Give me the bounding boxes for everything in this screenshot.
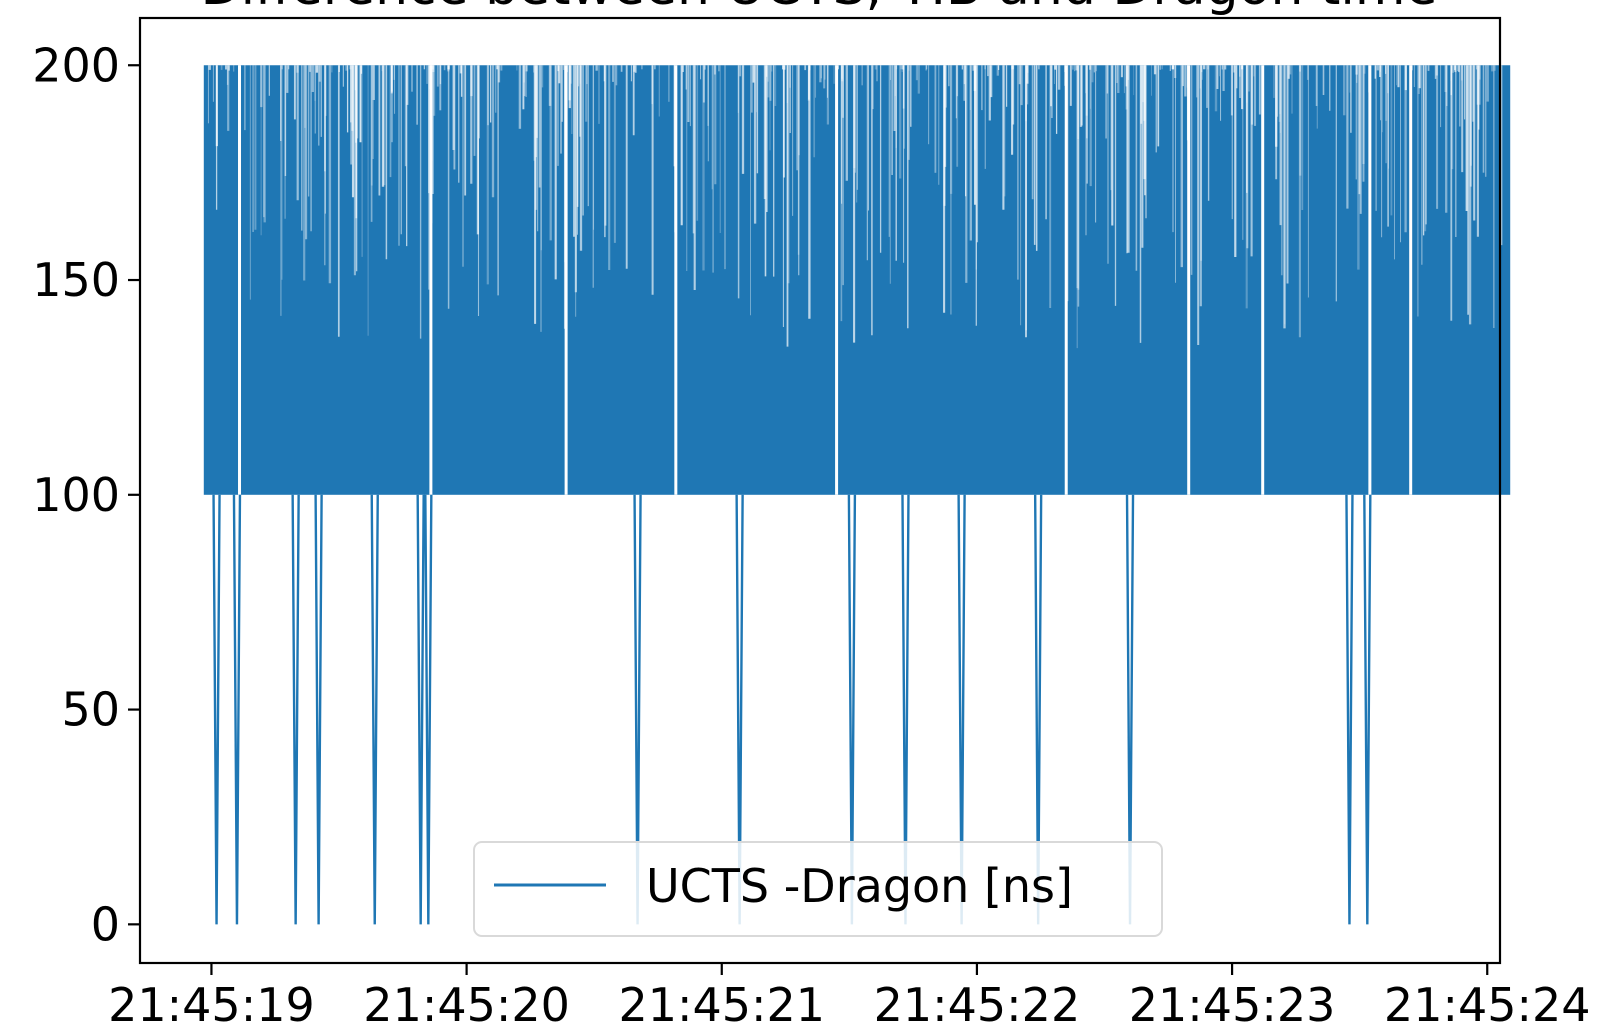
- legend: UCTS -Dragon [ns]: [473, 841, 1163, 937]
- series-drop-spike: [291, 494, 300, 925]
- x-tick-label: 21:45:20: [363, 978, 570, 1023]
- x-tick-label: 21:45:24: [1384, 978, 1591, 1023]
- legend-entry-label: UCTS -Dragon [ns]: [646, 859, 1073, 913]
- y-axis: 0 50 100 150 200: [32, 38, 140, 951]
- series-drop-spike: [212, 494, 221, 925]
- y-tick-label: 0: [91, 897, 120, 951]
- plot-frame: [138, 16, 1502, 965]
- x-tick-label: 21:45:21: [618, 978, 825, 1023]
- series-drop-spike: [1345, 494, 1354, 925]
- legend-box: [473, 841, 1163, 937]
- series-drop-spike: [370, 494, 379, 925]
- y-tick-label: 150: [32, 253, 120, 307]
- series-drop-spike: [416, 494, 425, 925]
- series-drop-spike: [424, 494, 433, 925]
- x-tick-label: 21:45:22: [874, 978, 1081, 1023]
- x-axis: 21:45:19 21:45:20 21:45:21 21:45:22 21:45:23…: [108, 963, 1591, 1023]
- chart-title: Difference between UCTS, TIB and Dragon …: [201, 0, 1438, 17]
- series-drop-spike: [314, 494, 323, 925]
- x-tick-label: 21:45:19: [108, 978, 315, 1023]
- series-drop-spike: [232, 494, 242, 925]
- y-tick-label: 200: [32, 38, 120, 92]
- y-tick-label: 50: [61, 683, 120, 737]
- x-tick-label: 21:45:23: [1129, 978, 1336, 1023]
- y-tick-label: 100: [32, 468, 120, 522]
- series-drop-spike: [1363, 494, 1372, 925]
- plot-data: [203, 65, 1511, 925]
